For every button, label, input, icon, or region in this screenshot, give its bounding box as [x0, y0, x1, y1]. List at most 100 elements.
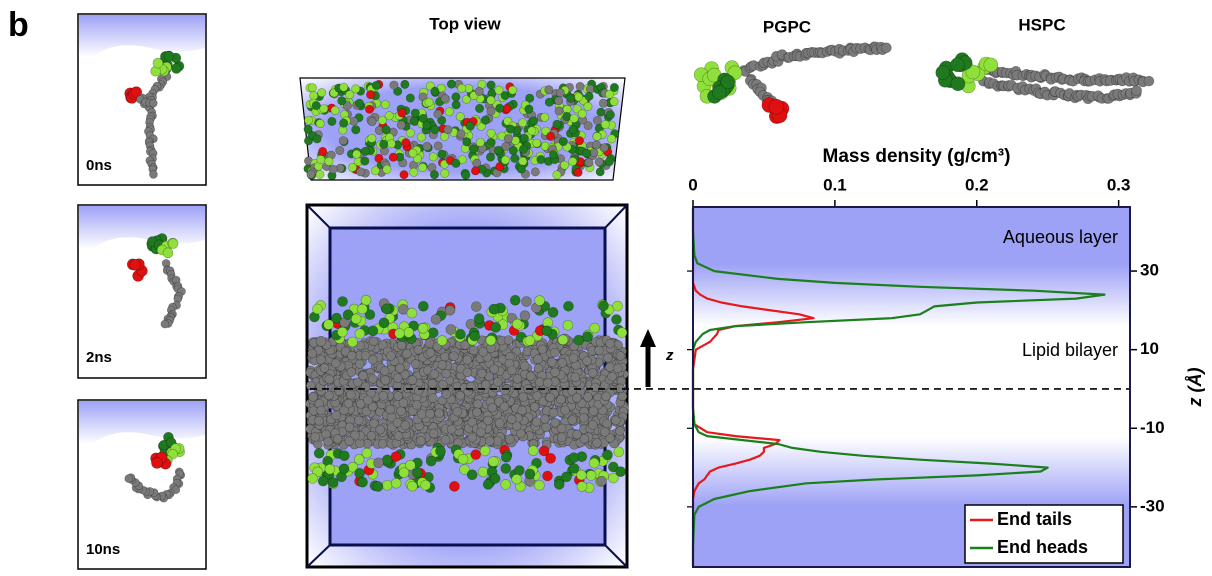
atom — [452, 159, 460, 167]
atom — [386, 405, 395, 414]
atom — [470, 145, 478, 153]
atom — [501, 464, 511, 474]
atom — [615, 427, 624, 436]
atom — [600, 428, 609, 437]
atom — [362, 448, 372, 458]
annotation: Aqueous layer — [1003, 227, 1118, 247]
atom — [574, 93, 582, 101]
atom — [394, 392, 403, 401]
atom — [346, 91, 354, 99]
atom — [338, 297, 348, 307]
atom — [149, 170, 157, 178]
atom — [317, 406, 326, 415]
atom — [542, 471, 552, 481]
atom — [426, 409, 435, 418]
atom — [438, 150, 446, 158]
atom — [368, 355, 377, 364]
atom — [397, 341, 406, 350]
atom — [554, 97, 562, 105]
atom — [446, 324, 456, 334]
atom — [467, 470, 477, 480]
atom — [314, 448, 324, 458]
atom — [487, 96, 495, 104]
atom — [431, 87, 439, 95]
atom — [545, 98, 553, 106]
atom — [382, 304, 392, 314]
atom — [332, 411, 341, 420]
atom — [400, 170, 408, 178]
atom — [458, 84, 466, 92]
atom — [583, 392, 592, 401]
snapshot-label: 10ns — [86, 541, 120, 558]
atom — [533, 139, 541, 147]
atom — [441, 435, 450, 444]
atom — [387, 351, 396, 360]
atom — [369, 337, 378, 346]
atom — [358, 477, 368, 487]
atom — [425, 98, 433, 106]
atom — [428, 379, 437, 388]
atom — [445, 108, 453, 116]
atom — [595, 158, 603, 166]
atom — [359, 371, 368, 380]
atom — [368, 326, 378, 336]
atom — [535, 378, 544, 387]
x-axis-label: Mass density (g/cm³) — [823, 146, 1011, 167]
atom — [335, 387, 344, 396]
atom — [381, 376, 390, 385]
atom — [329, 165, 337, 173]
atom — [470, 331, 480, 341]
atom — [452, 101, 460, 109]
atom — [387, 140, 395, 148]
atom — [525, 469, 535, 479]
atom — [550, 348, 559, 357]
atom — [540, 113, 548, 121]
atom — [525, 336, 535, 346]
atom — [471, 450, 481, 460]
atom — [130, 259, 141, 270]
atom — [951, 77, 965, 91]
atom — [456, 112, 464, 120]
figure: b Top view PGPC HSPC 0ns 2ns 10ns z 00.1… — [0, 0, 1212, 571]
atom — [519, 145, 527, 153]
atom — [549, 151, 557, 159]
atom — [429, 153, 437, 161]
atom — [576, 470, 586, 480]
atom — [471, 167, 479, 175]
atom — [355, 359, 364, 368]
atom — [382, 480, 392, 490]
atom — [597, 108, 605, 116]
atom — [520, 361, 529, 370]
atom — [569, 354, 578, 363]
atom — [328, 117, 336, 125]
atom — [457, 130, 465, 138]
atom — [951, 58, 965, 72]
atom — [520, 311, 530, 321]
atom — [320, 364, 329, 373]
atom — [589, 458, 599, 468]
atom — [161, 320, 169, 328]
atom — [585, 158, 593, 166]
atom — [151, 457, 162, 468]
atom — [447, 425, 456, 434]
atom — [546, 393, 555, 402]
atom — [366, 90, 374, 98]
atom — [402, 349, 411, 358]
atom — [494, 146, 502, 154]
atom — [355, 329, 365, 339]
atom — [316, 336, 326, 346]
atom — [495, 418, 504, 427]
y-tick-label: 30 — [1140, 261, 1159, 280]
lipid-molecules — [694, 42, 1154, 124]
atom — [589, 407, 598, 416]
atom — [391, 452, 401, 462]
x-tick-label: 0 — [688, 175, 697, 194]
atom — [476, 428, 485, 437]
atom — [414, 386, 423, 395]
atom — [410, 168, 418, 176]
atom — [308, 349, 317, 358]
atom — [769, 99, 784, 114]
atom — [521, 297, 531, 307]
atom — [339, 464, 349, 474]
atom — [352, 150, 360, 158]
